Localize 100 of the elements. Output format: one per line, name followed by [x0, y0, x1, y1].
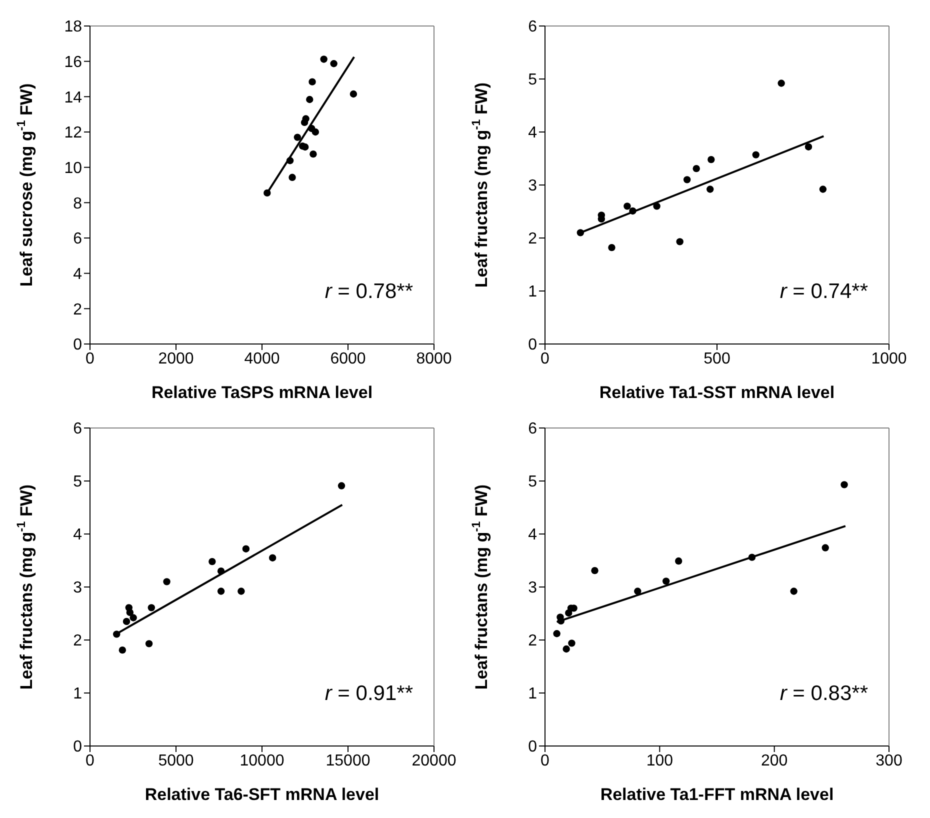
annotation: r = 0.91** [324, 682, 413, 706]
point [126, 608, 134, 616]
y-tick-label: 5 [528, 72, 538, 89]
annotation: r = 0.74** [780, 280, 868, 304]
y-tick-label: 10 [64, 160, 82, 178]
x-axis-title: Relative TaSPS mRNA level [151, 383, 373, 402]
y-tick-label: 0 [528, 738, 538, 756]
point [310, 150, 317, 158]
y-tick-label: 0 [73, 336, 82, 354]
y-tick-label: 1 [528, 284, 538, 301]
point [320, 56, 328, 63]
x-tick-label: 6000 [330, 350, 366, 368]
x-tick-label: 5000 [158, 752, 194, 770]
y-tick-label: 4 [528, 124, 538, 142]
annotation: r = 0.78** [324, 280, 413, 304]
x-tick-label: 15000 [326, 752, 370, 770]
point [662, 578, 670, 585]
point [217, 588, 225, 595]
y-tick-label: 5 [73, 474, 82, 491]
y-tick-label: 4 [73, 526, 82, 544]
point [300, 118, 308, 126]
y-tick-label: 3 [528, 580, 538, 597]
point [288, 174, 296, 182]
point [238, 588, 245, 595]
y-tick-label: 6 [528, 420, 538, 438]
x-tick-label: 0 [86, 350, 95, 368]
x-axis-title: Relative Ta1-SST mRNA level [599, 383, 835, 402]
x-tick-label: 500 [704, 350, 730, 368]
y-tick-label: 0 [73, 738, 82, 756]
x-tick-label: 0 [86, 752, 95, 770]
point [634, 588, 642, 595]
point [683, 176, 691, 184]
point [163, 578, 170, 586]
point [118, 646, 126, 654]
y-tick-label: 5 [528, 474, 538, 491]
point [330, 60, 338, 68]
point [692, 164, 700, 172]
point [790, 588, 798, 595]
point [294, 134, 302, 141]
y-tick-label: 3 [528, 178, 538, 195]
y-tick-label: 2 [73, 632, 82, 650]
point [350, 90, 358, 98]
point [822, 544, 829, 552]
y-tick-label: 16 [64, 54, 82, 72]
point [268, 554, 276, 562]
point [706, 186, 714, 193]
point [553, 630, 560, 638]
y-tick-label: 3 [73, 580, 82, 597]
point [591, 566, 598, 574]
x-tick-label: 200 [760, 752, 788, 770]
y-tick-label: 4 [73, 266, 82, 284]
point [804, 143, 812, 150]
point [306, 96, 314, 104]
y-tick-label: 2 [73, 301, 82, 318]
y-tick-label: 2 [528, 230, 538, 248]
x-axis-title: Relative Ta1-FFT mRNA level [600, 785, 834, 804]
point [674, 557, 682, 565]
y-tick-label: 12 [64, 124, 82, 142]
x-tick-label: 300 [876, 752, 902, 770]
y-tick-label: 2 [528, 632, 538, 650]
y-tick-label: 1 [528, 686, 538, 703]
point [130, 614, 137, 622]
point [708, 156, 715, 164]
y-tick-label: 18 [64, 18, 82, 36]
y-tick-label: 8 [73, 195, 82, 212]
point [113, 630, 120, 638]
x-tick-label: 0 [540, 350, 550, 368]
annotation: r = 0.83** [780, 682, 868, 706]
y-tick-label: 6 [73, 230, 82, 248]
point [338, 482, 346, 490]
y-tick-label: 0 [528, 336, 538, 354]
point [840, 481, 848, 488]
point [145, 640, 153, 648]
point [676, 238, 684, 246]
point [778, 80, 785, 87]
y-tick-label: 4 [528, 526, 538, 544]
point [624, 202, 631, 210]
point [608, 244, 616, 252]
x-tick-label: 20000 [412, 752, 456, 770]
point [308, 78, 316, 86]
y-tick-label: 14 [64, 89, 82, 106]
x-axis-title: Relative Ta6-SFT mRNA level [144, 785, 380, 804]
point [568, 640, 576, 647]
point [242, 545, 250, 552]
x-tick-label: 1000 [871, 350, 907, 368]
x-tick-label: 0 [540, 752, 550, 770]
y-tick-label: 1 [73, 686, 82, 703]
x-tick-label: 100 [646, 752, 674, 770]
y-tick-label: 6 [73, 420, 82, 438]
x-tick-label: 2000 [158, 350, 194, 368]
point [302, 143, 309, 151]
x-tick-label: 4000 [244, 350, 280, 368]
y-tick-label: 6 [528, 18, 538, 36]
x-tick-label: 10000 [240, 752, 284, 770]
point [148, 604, 156, 612]
point [752, 151, 760, 158]
x-tick-label: 8000 [416, 350, 452, 368]
point [819, 186, 827, 193]
point [312, 128, 320, 136]
point [122, 618, 130, 626]
